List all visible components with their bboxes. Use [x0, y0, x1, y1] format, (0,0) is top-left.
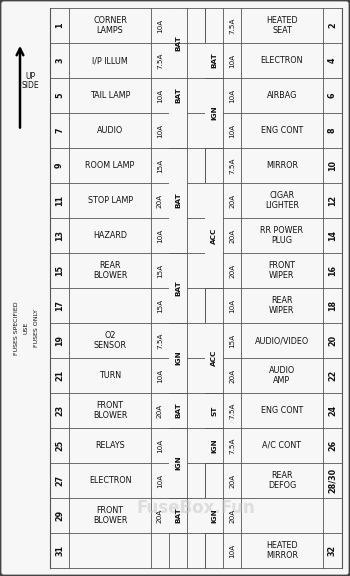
Text: 15A: 15A: [229, 334, 235, 348]
Bar: [169, 8, 187, 78]
Text: AUDIO/VIDEO: AUDIO/VIDEO: [255, 336, 309, 345]
Text: 9: 9: [55, 163, 64, 168]
Text: RR POWER
PLUG: RR POWER PLUG: [260, 226, 303, 245]
Text: BAT: BAT: [175, 88, 181, 103]
Text: 10A: 10A: [229, 123, 235, 138]
Bar: [205, 428, 223, 463]
Bar: [169, 253, 187, 323]
Text: FRONT
WIPER: FRONT WIPER: [268, 261, 295, 280]
Text: 10A: 10A: [157, 88, 163, 103]
Text: 10A: 10A: [229, 54, 235, 67]
Text: RELAYS: RELAYS: [95, 441, 125, 450]
Text: 15: 15: [55, 265, 64, 276]
Text: AUDIO: AUDIO: [97, 126, 123, 135]
Text: 5: 5: [55, 93, 64, 98]
Text: 10A: 10A: [229, 298, 235, 313]
Bar: [169, 498, 187, 533]
Bar: [169, 428, 187, 498]
Text: 31: 31: [55, 545, 64, 556]
Text: FUSES ONLY: FUSES ONLY: [34, 309, 38, 347]
Text: HAZARD: HAZARD: [93, 231, 127, 240]
Text: TAIL LAMP: TAIL LAMP: [90, 91, 130, 100]
Text: 18: 18: [328, 300, 337, 311]
Text: ROOM LAMP: ROOM LAMP: [85, 161, 135, 170]
Text: IGN: IGN: [211, 438, 217, 453]
Text: 20A: 20A: [229, 473, 235, 488]
Text: 20A: 20A: [229, 194, 235, 207]
Text: 20A: 20A: [157, 403, 163, 418]
Text: 16: 16: [328, 265, 337, 276]
Text: 10A: 10A: [157, 473, 163, 488]
Bar: [205, 43, 223, 78]
Text: FuseBox.Fun: FuseBox.Fun: [136, 499, 256, 517]
Text: 14: 14: [328, 230, 337, 241]
Text: 10A: 10A: [229, 88, 235, 103]
Text: 2: 2: [328, 22, 337, 28]
Text: 10: 10: [328, 160, 337, 171]
Text: USE: USE: [23, 322, 28, 334]
Text: 12: 12: [328, 195, 337, 206]
Text: UP: UP: [25, 72, 35, 81]
Text: 7.5A: 7.5A: [229, 437, 235, 454]
Text: FRONT
BLOWER: FRONT BLOWER: [93, 401, 127, 420]
Text: ENG CONT: ENG CONT: [261, 406, 303, 415]
Text: 17: 17: [55, 300, 64, 311]
Bar: [205, 183, 223, 288]
Text: HEATED
MIRROR: HEATED MIRROR: [266, 541, 298, 560]
Text: 8: 8: [328, 128, 337, 133]
Text: TURN: TURN: [99, 371, 121, 380]
Text: 32: 32: [328, 545, 337, 556]
Text: BAT: BAT: [175, 35, 181, 51]
Text: STOP LAMP: STOP LAMP: [88, 196, 133, 205]
Text: 24: 24: [328, 405, 337, 416]
Text: BAT: BAT: [175, 192, 181, 209]
Text: 7.5A: 7.5A: [229, 17, 235, 34]
Text: 20: 20: [328, 335, 337, 346]
Text: 7.5A: 7.5A: [229, 157, 235, 174]
Text: 20A: 20A: [157, 509, 163, 522]
Text: AUDIO
AMP: AUDIO AMP: [269, 366, 295, 385]
Bar: [205, 393, 223, 428]
Text: FRONT
BLOWER: FRONT BLOWER: [93, 506, 127, 525]
Text: BAT: BAT: [175, 507, 181, 524]
Text: 23: 23: [55, 405, 64, 416]
Text: 19: 19: [55, 335, 64, 346]
Text: 10A: 10A: [157, 18, 163, 33]
Text: 25: 25: [55, 440, 64, 451]
Text: 20A: 20A: [229, 509, 235, 522]
Text: 20A: 20A: [229, 369, 235, 382]
Bar: [205, 323, 223, 393]
Text: 10A: 10A: [157, 438, 163, 453]
Bar: [169, 323, 187, 393]
Bar: [169, 393, 187, 428]
Text: ELECTRON: ELECTRON: [261, 56, 303, 65]
Text: 15A: 15A: [157, 263, 163, 278]
Text: BAT: BAT: [175, 280, 181, 296]
Text: 20A: 20A: [229, 263, 235, 278]
Text: BAT: BAT: [211, 52, 217, 69]
Text: AIRBAG: AIRBAG: [267, 91, 297, 100]
Text: ACC: ACC: [211, 228, 217, 244]
Text: 22: 22: [328, 370, 337, 381]
Text: 13: 13: [55, 230, 64, 241]
Text: REAR
DEFOG: REAR DEFOG: [268, 471, 296, 490]
Text: IGN: IGN: [175, 456, 181, 471]
Text: A/C CONT: A/C CONT: [262, 441, 301, 450]
Text: 7.5A: 7.5A: [157, 332, 163, 348]
Text: 6: 6: [328, 93, 337, 98]
Text: 29: 29: [55, 510, 64, 521]
Bar: [205, 498, 223, 533]
Text: O2
SENSOR: O2 SENSOR: [93, 331, 127, 350]
Text: 15A: 15A: [157, 158, 163, 173]
Text: SIDE: SIDE: [21, 81, 39, 90]
Text: 7.5A: 7.5A: [157, 52, 163, 69]
Text: ST: ST: [211, 406, 217, 416]
Text: 1: 1: [55, 22, 64, 28]
Text: 10A: 10A: [157, 228, 163, 242]
Text: 11: 11: [55, 195, 64, 206]
Text: 28/30: 28/30: [328, 468, 337, 493]
Text: ELECTRON: ELECTRON: [89, 476, 131, 485]
Text: IGN: IGN: [211, 105, 217, 120]
Text: MIRROR: MIRROR: [266, 161, 298, 170]
